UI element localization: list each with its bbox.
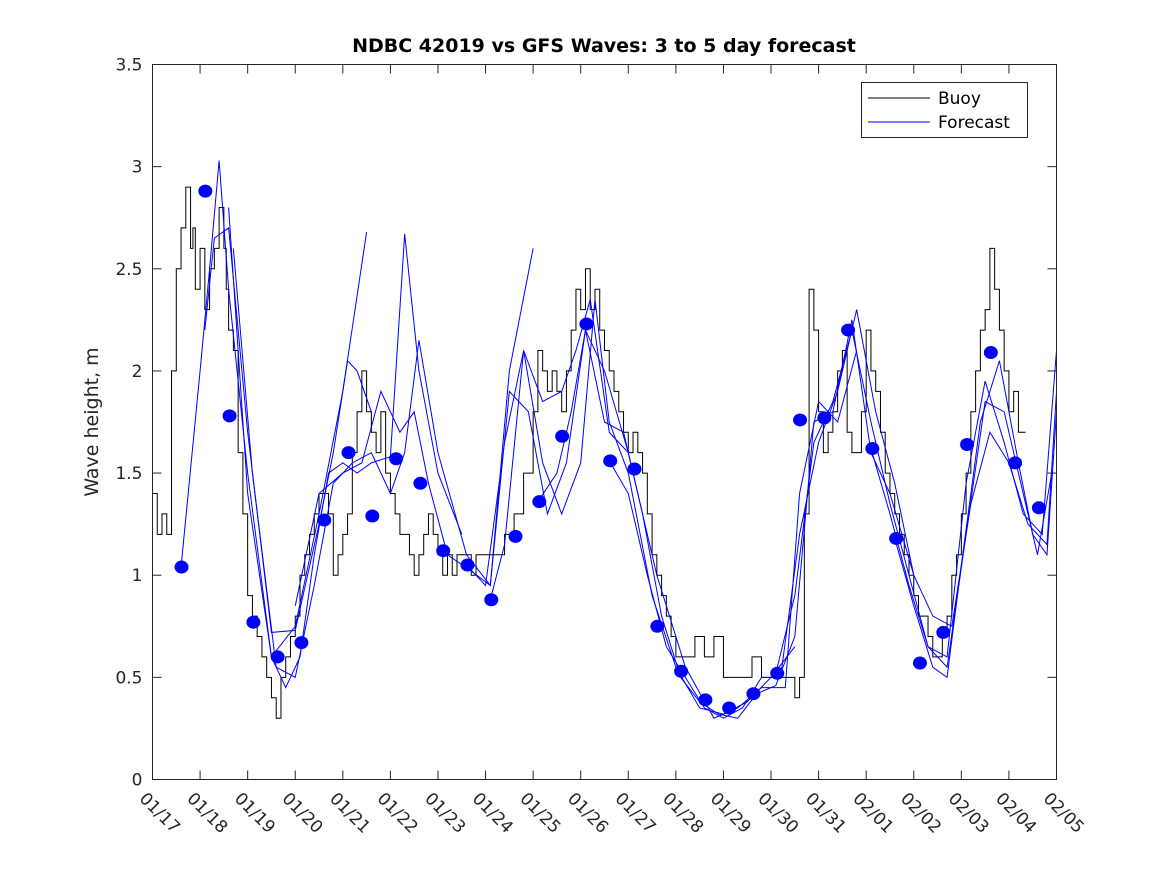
forecast-marker	[912, 656, 927, 670]
y-tick-label: 0	[132, 771, 143, 791]
forecast-marker	[579, 317, 594, 331]
forecast-marker	[983, 346, 998, 360]
legend-buoy-label: Buoy	[938, 89, 981, 109]
forecast-marker	[294, 636, 309, 650]
forecast-marker	[841, 323, 856, 337]
y-tick-label: 2	[132, 362, 143, 382]
y-axis: 0 0.5 1 1.5 2 2.5 3 3.5	[115, 56, 1057, 791]
forecast-marker	[770, 666, 785, 680]
y-tick-label: 3.5	[115, 56, 142, 76]
forecast-marker	[270, 650, 285, 664]
forecast-line	[232, 248, 534, 679]
forecast-line	[294, 328, 629, 606]
forecast-marker	[198, 184, 213, 198]
forecast-marker	[936, 625, 951, 639]
forecast-line	[204, 227, 372, 633]
forecast-marker	[889, 531, 904, 545]
y-tick-label: 0.5	[115, 668, 142, 688]
forecast-marker	[1008, 456, 1023, 470]
series-layer	[152, 160, 1057, 719]
forecast-marker	[246, 615, 261, 629]
forecast-line	[894, 360, 1057, 679]
forecast-marker	[650, 619, 665, 633]
forecast-line	[537, 319, 915, 719]
forecast-marker	[484, 593, 499, 607]
y-tick-label: 1.5	[115, 464, 142, 484]
forecast-marker	[960, 437, 975, 451]
forecast-marker	[865, 442, 880, 456]
forecast-marker	[746, 687, 761, 701]
forecast-marker	[627, 462, 642, 476]
plot-area	[152, 160, 1057, 719]
y-tick-label: 1	[132, 566, 143, 586]
buoy-line	[152, 186, 1026, 719]
y-tick-label: 3	[132, 158, 143, 178]
forecast-markers	[174, 184, 1046, 715]
legend-forecast-label: Forecast	[938, 113, 1010, 133]
forecast-marker	[1031, 501, 1046, 515]
forecast-marker	[555, 429, 570, 443]
axes-frame	[152, 64, 1057, 780]
forecast-line	[489, 299, 858, 719]
forecast-marker	[317, 513, 332, 527]
forecast-marker	[365, 509, 380, 523]
y-axis-label: Wave height, m	[81, 347, 103, 496]
forecast-marker	[341, 446, 356, 460]
legend: Buoy Forecast	[861, 82, 1028, 138]
forecast-marker	[793, 413, 808, 427]
forecast-marker	[508, 529, 523, 543]
forecast-marker	[174, 560, 189, 574]
forecast-marker	[698, 693, 713, 707]
chart-title: NDBC 42019 vs GFS Waves: 3 to 5 day fore…	[352, 35, 856, 57]
forecast-marker	[436, 544, 451, 558]
forecast-marker	[413, 476, 428, 490]
forecast-line	[180, 160, 368, 659]
forecast-marker	[722, 701, 737, 715]
forecast-marker	[532, 495, 547, 509]
legend-box	[861, 82, 1028, 138]
forecast-marker	[222, 409, 237, 423]
forecast-marker	[817, 411, 832, 425]
forecast-line	[608, 309, 1057, 719]
y-tick-label: 2.5	[115, 260, 142, 280]
forecast-marker	[389, 452, 404, 466]
forecast-marker	[603, 454, 618, 468]
forecast-marker	[674, 664, 689, 678]
forecast-marker	[460, 558, 475, 572]
forecast-line	[870, 400, 1053, 669]
